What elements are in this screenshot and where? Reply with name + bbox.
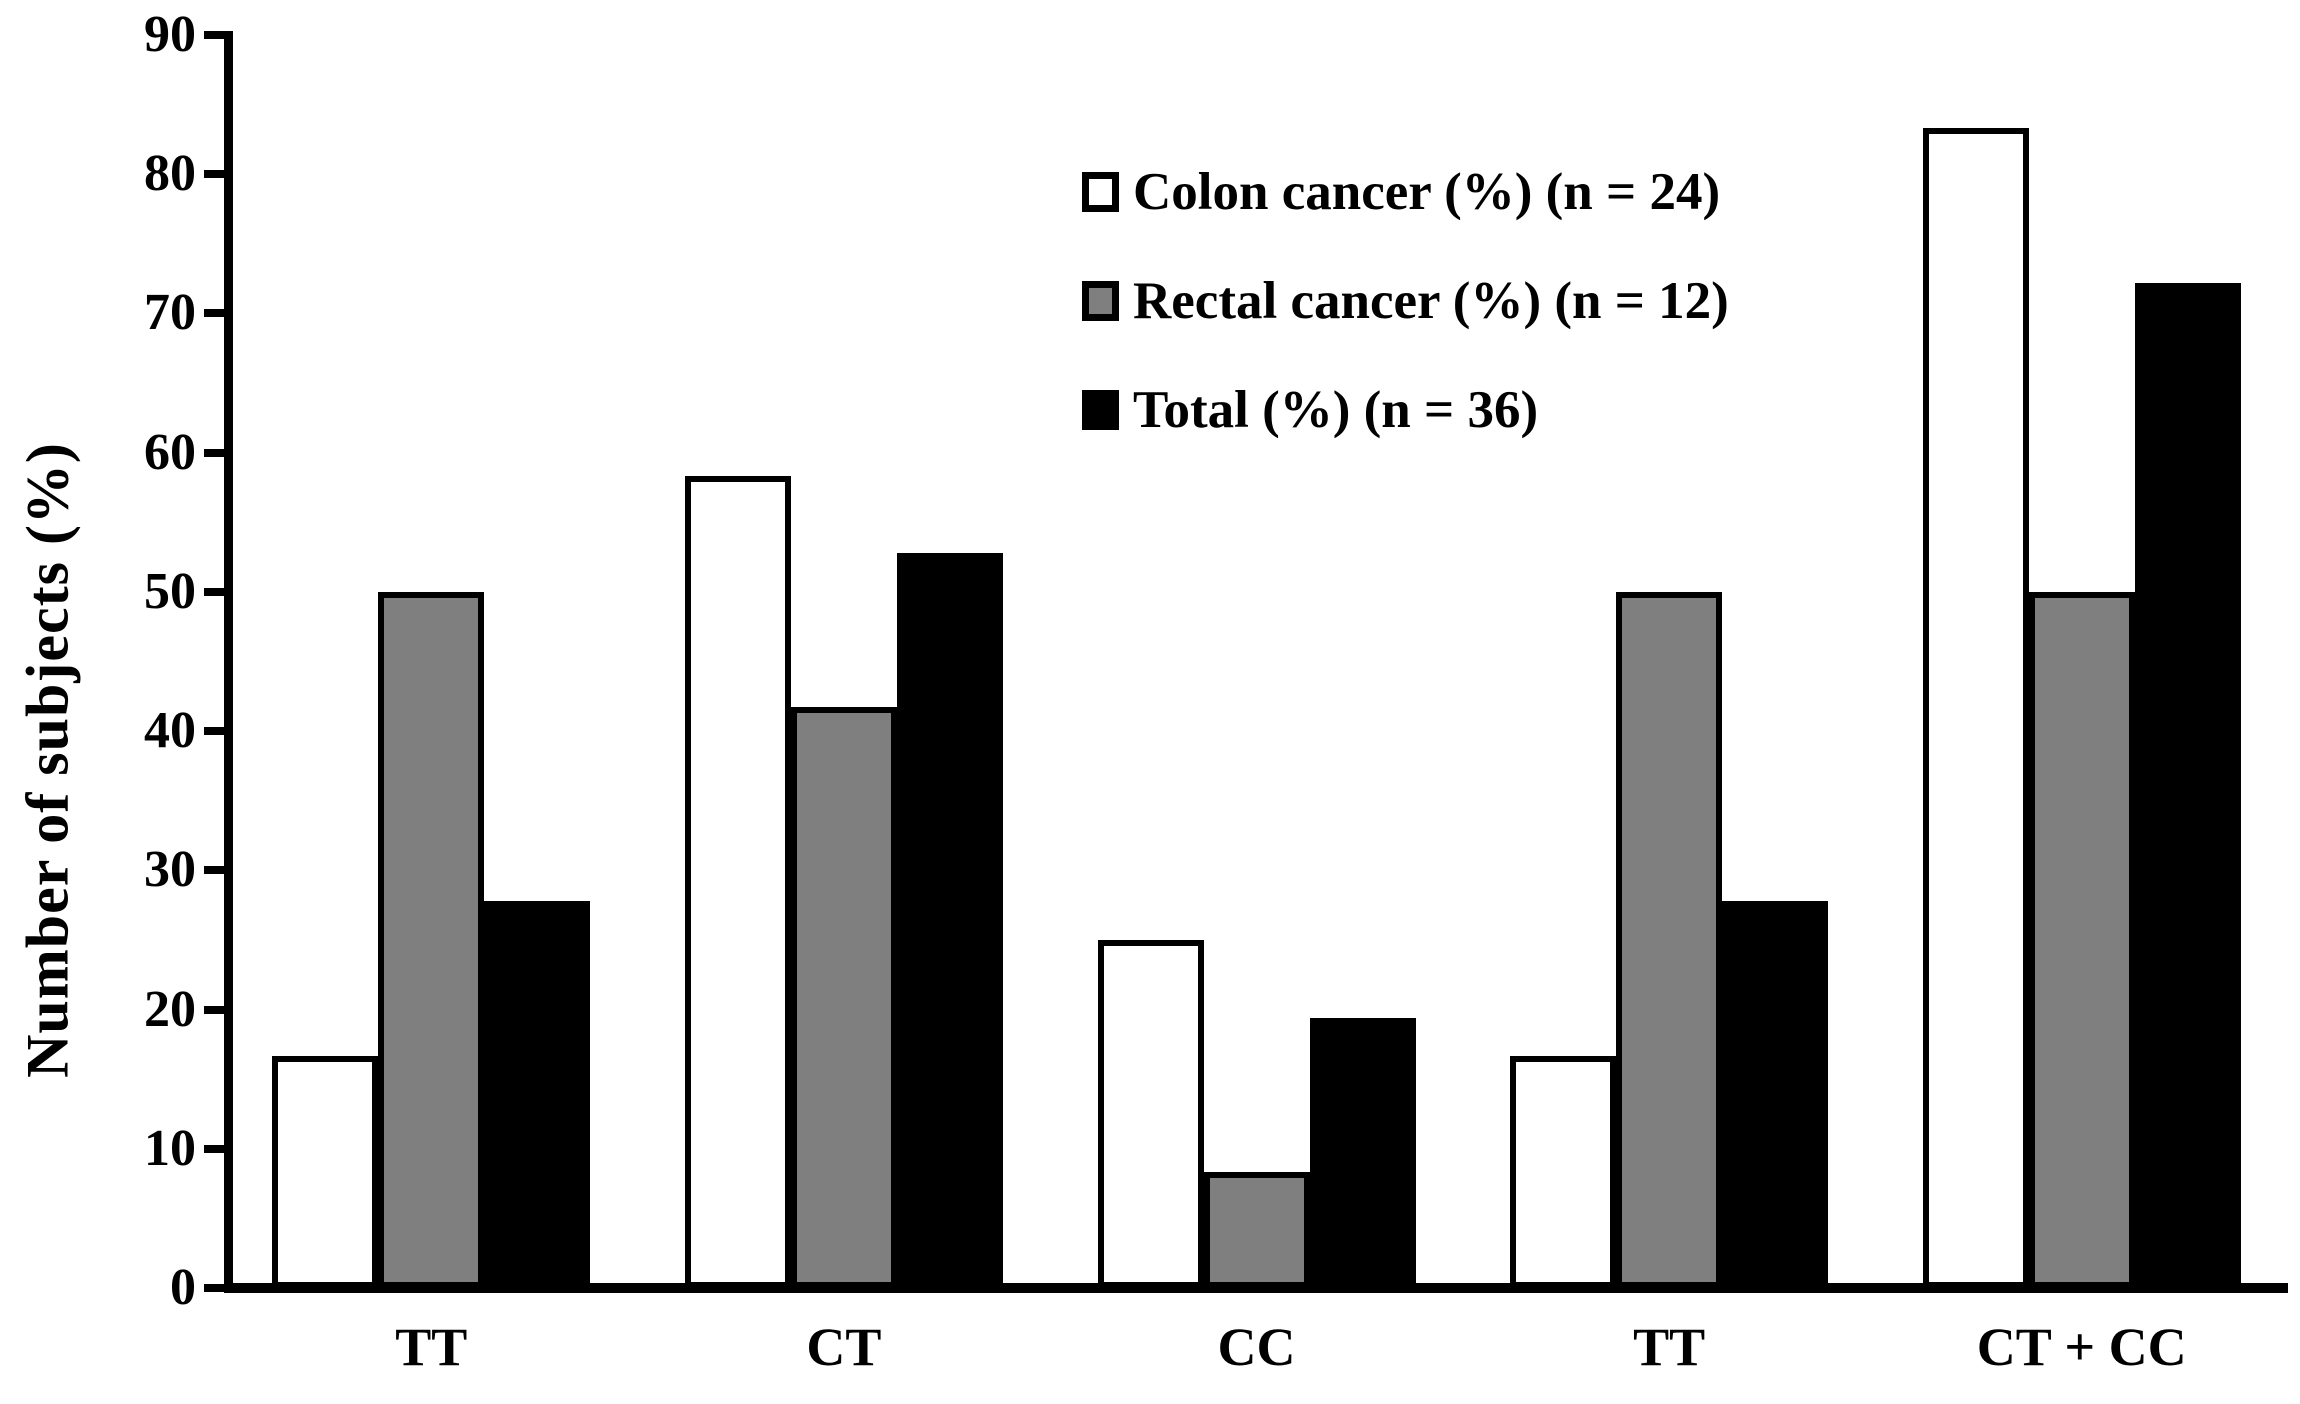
- y-tick-label-80: 80: [144, 145, 196, 203]
- y-tick-10: [204, 1144, 228, 1153]
- y-tick-90: [204, 31, 228, 39]
- y-tick-label-50: 50: [144, 562, 196, 620]
- x-tick-label-ct-cc-group5: CT + CC: [1976, 1317, 2187, 1377]
- y-tick-50: [204, 587, 228, 596]
- bar-colon-cancer-cc-group3: [1097, 939, 1204, 1288]
- bar-total-ct-group2: [896, 552, 1003, 1288]
- y-tick-label-20: 20: [144, 980, 196, 1038]
- bar-colon-cancer-ct-group2: [684, 476, 791, 1288]
- bar-rectal-cancer-tt-group1: [378, 591, 485, 1288]
- bar-rectal-cancer-tt-group4: [1616, 591, 1723, 1288]
- y-tick-label-30: 30: [144, 841, 196, 899]
- bar-colon-cancer-ct-cc-group5: [1922, 128, 2029, 1288]
- legend-item-rectal-cancer: Rectal cancer (%) (n = 12): [1082, 271, 1729, 331]
- y-tick-40: [204, 727, 228, 736]
- y-tick-0: [204, 1284, 228, 1292]
- legend-item-colon-cancer: Colon cancer (%) (n = 24): [1082, 162, 1720, 222]
- legend-label: Total (%) (n = 36): [1133, 381, 1539, 439]
- y-tick-label-0: 0: [170, 1259, 196, 1316]
- x-tick-label-tt-group4: TT: [1633, 1317, 1706, 1377]
- legend-marker-rectal-cancer: [1082, 281, 1119, 321]
- bar-rectal-cancer-ct-group2: [790, 707, 897, 1288]
- y-tick-70: [204, 309, 228, 318]
- y-axis-line: [224, 31, 233, 1293]
- x-tick-label-cc-group3: CC: [1217, 1317, 1296, 1377]
- x-tick-label-tt-group1: TT: [395, 1317, 468, 1377]
- y-tick-20: [204, 1005, 228, 1014]
- x-tick-label-ct-group2: CT: [806, 1317, 882, 1377]
- legend-marker-colon-cancer: [1082, 172, 1119, 212]
- bar-total-tt-group4: [1722, 901, 1829, 1288]
- bar-colon-cancer-tt-group1: [272, 1055, 379, 1288]
- y-tick-30: [204, 866, 228, 875]
- legend-item-total: Total (%) (n = 36): [1082, 380, 1538, 440]
- bar-rectal-cancer-ct-cc-group5: [2028, 591, 2135, 1288]
- bar-total-ct-cc-group5: [2134, 282, 2241, 1288]
- y-tick-label-40: 40: [144, 702, 196, 760]
- y-tick-80: [204, 170, 228, 179]
- bar-total-tt-group1: [484, 901, 591, 1288]
- legend-label: Rectal cancer (%) (n = 12): [1133, 272, 1729, 330]
- y-tick-label-70: 70: [144, 284, 196, 342]
- bar-rectal-cancer-cc-group3: [1203, 1172, 1310, 1288]
- legend-marker-total: [1082, 390, 1119, 430]
- y-tick-label-60: 60: [144, 423, 196, 481]
- y-tick-label-90: 90: [144, 6, 196, 63]
- y-tick-label-10: 10: [144, 1119, 196, 1177]
- bar-colon-cancer-tt-group4: [1510, 1055, 1617, 1288]
- legend-label: Colon cancer (%) (n = 24): [1133, 163, 1721, 221]
- y-tick-60: [204, 448, 228, 457]
- x-axis-line: [224, 1283, 2288, 1293]
- bar-total-cc-group3: [1309, 1017, 1416, 1288]
